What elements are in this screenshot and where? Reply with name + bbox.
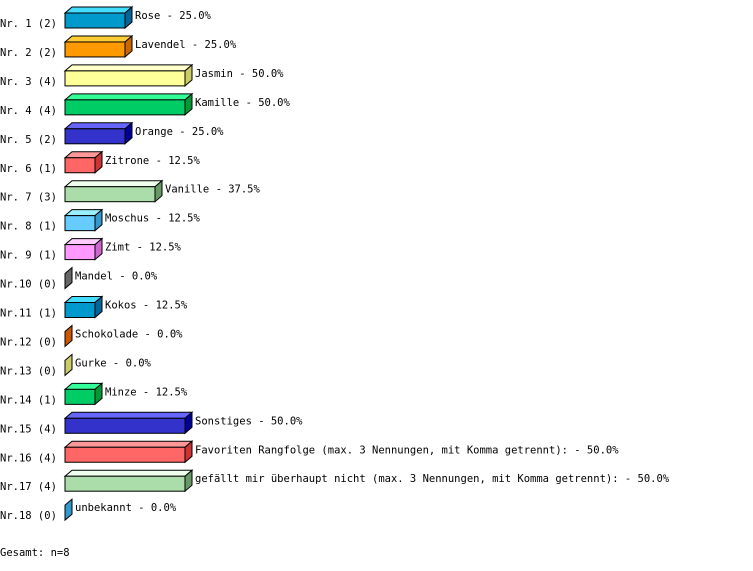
bar-top-face bbox=[63, 180, 164, 188]
bar bbox=[64, 12, 126, 29]
bar-top-face bbox=[63, 411, 194, 419]
bar bbox=[64, 215, 96, 232]
bar-value-label: Schokolade - 0.0% bbox=[75, 328, 183, 340]
row-rank-label: Nr.15 (4) bbox=[0, 423, 57, 435]
bar-side-face bbox=[184, 63, 193, 87]
bar-side-face bbox=[94, 295, 103, 319]
bar-value-label: Moschus - 12.5% bbox=[105, 213, 201, 225]
bar bbox=[64, 157, 96, 174]
bar-side-face bbox=[94, 237, 103, 261]
bar-side-face bbox=[94, 208, 103, 232]
bar-top-face bbox=[63, 64, 194, 72]
row-rank-label: Nr. 9 (1) bbox=[0, 250, 57, 262]
row-rank-label: Nr.12 (0) bbox=[0, 336, 57, 348]
bar-value-label: Orange - 25.0% bbox=[135, 126, 224, 138]
bar-side-face bbox=[184, 92, 193, 116]
bar-value-label: Gurke - 0.0% bbox=[75, 357, 152, 369]
bar-value-label: Favoriten Rangfolge (max. 3 Nennungen, m… bbox=[195, 444, 619, 456]
row-rank-label: Nr. 8 (1) bbox=[0, 221, 57, 233]
bar-value-label: Sonstiges - 50.0% bbox=[195, 415, 303, 427]
bar-top-face bbox=[63, 122, 134, 130]
bar-side-face bbox=[64, 266, 73, 290]
row-rank-label: Nr. 3 (4) bbox=[0, 76, 57, 88]
bar-value-label: Zitrone - 12.5% bbox=[105, 155, 201, 167]
row-rank-label: Nr.16 (4) bbox=[0, 452, 57, 464]
bar-value-label: Mandel - 0.0% bbox=[75, 271, 158, 283]
bar bbox=[64, 70, 186, 87]
bar-side-face bbox=[94, 150, 103, 174]
bar-side-face bbox=[64, 498, 73, 522]
bar-top-face bbox=[63, 469, 194, 477]
bar-value-label: Lavendel - 25.0% bbox=[135, 39, 237, 51]
row-rank-label: Nr. 1 (2) bbox=[0, 18, 57, 30]
bar bbox=[64, 186, 156, 203]
bar bbox=[64, 388, 96, 405]
bar-side-face bbox=[64, 324, 73, 348]
bar-side-face bbox=[124, 121, 133, 145]
bar bbox=[64, 446, 186, 463]
row-rank-label: Nr.17 (4) bbox=[0, 481, 57, 493]
bar-value-label: Rose - 25.0% bbox=[135, 10, 212, 22]
row-rank-label: Nr.14 (1) bbox=[0, 394, 57, 406]
bar-side-face bbox=[94, 382, 103, 406]
bar-value-label: Jasmin - 50.0% bbox=[195, 68, 284, 80]
row-rank-label: Nr. 5 (2) bbox=[0, 134, 57, 146]
row-rank-label: Nr.10 (0) bbox=[0, 279, 57, 291]
bar-side-face bbox=[184, 469, 193, 493]
row-rank-label: Nr.18 (0) bbox=[0, 510, 57, 522]
bar bbox=[64, 99, 186, 116]
bar-top-face bbox=[63, 93, 194, 101]
row-rank-label: Nr.13 (0) bbox=[0, 365, 57, 377]
bar-side-face bbox=[64, 353, 73, 377]
bar bbox=[64, 41, 126, 58]
bar-side-face bbox=[184, 411, 193, 435]
bar-value-label: Minze - 12.5% bbox=[105, 386, 188, 398]
bar-top-face bbox=[63, 440, 194, 448]
bar-value-label: Kamille - 50.0% bbox=[195, 97, 291, 109]
bar-value-label: Kokos - 12.5% bbox=[105, 300, 188, 312]
bar bbox=[64, 128, 126, 145]
bar-value-label: Vanille - 37.5% bbox=[165, 184, 261, 196]
bar-top-face bbox=[63, 6, 134, 14]
bar bbox=[64, 475, 186, 492]
bar-top-face bbox=[63, 35, 134, 43]
row-rank-label: Nr.11 (1) bbox=[0, 308, 57, 320]
row-rank-label: Nr. 2 (2) bbox=[0, 47, 57, 59]
row-rank-label: Nr. 4 (4) bbox=[0, 105, 57, 117]
row-rank-label: Nr. 6 (1) bbox=[0, 163, 57, 175]
bar bbox=[64, 302, 96, 318]
total-label: Gesamt: n=8 bbox=[0, 547, 70, 559]
bar bbox=[64, 417, 186, 434]
bar bbox=[64, 244, 96, 261]
row-rank-label: Nr. 7 (3) bbox=[0, 192, 57, 204]
bar-value-label: unbekannt - 0.0% bbox=[75, 502, 177, 514]
bar-side-face bbox=[124, 5, 133, 30]
bar-value-label: Zimt - 12.5% bbox=[105, 242, 182, 254]
bar-value-label: gefällt mir überhaupt nicht (max. 3 Nenn… bbox=[195, 473, 670, 485]
bar-side-face bbox=[184, 440, 193, 464]
bar-side-face bbox=[124, 34, 133, 59]
bar-side-face bbox=[154, 179, 163, 203]
